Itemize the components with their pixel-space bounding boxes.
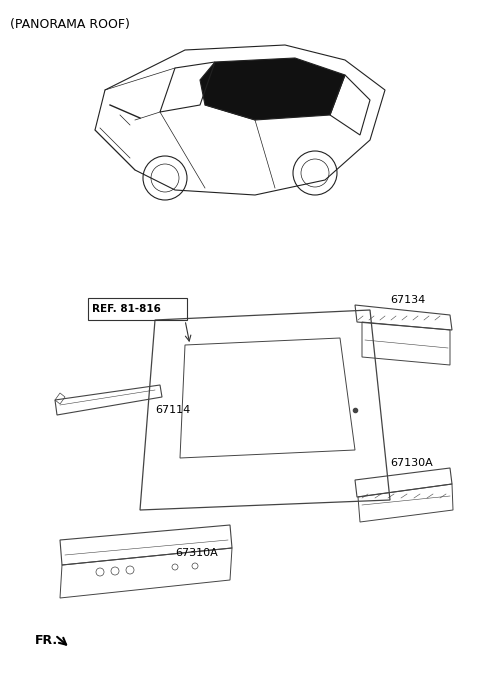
Polygon shape bbox=[200, 58, 345, 120]
Text: REF. 81-816: REF. 81-816 bbox=[92, 304, 161, 314]
Text: 67130A: 67130A bbox=[390, 458, 433, 468]
Text: (PANORAMA ROOF): (PANORAMA ROOF) bbox=[10, 18, 130, 31]
Text: 67310A: 67310A bbox=[175, 548, 218, 558]
Text: 67134: 67134 bbox=[390, 295, 425, 305]
Text: FR.: FR. bbox=[35, 634, 58, 647]
Text: 67114: 67114 bbox=[155, 405, 190, 415]
